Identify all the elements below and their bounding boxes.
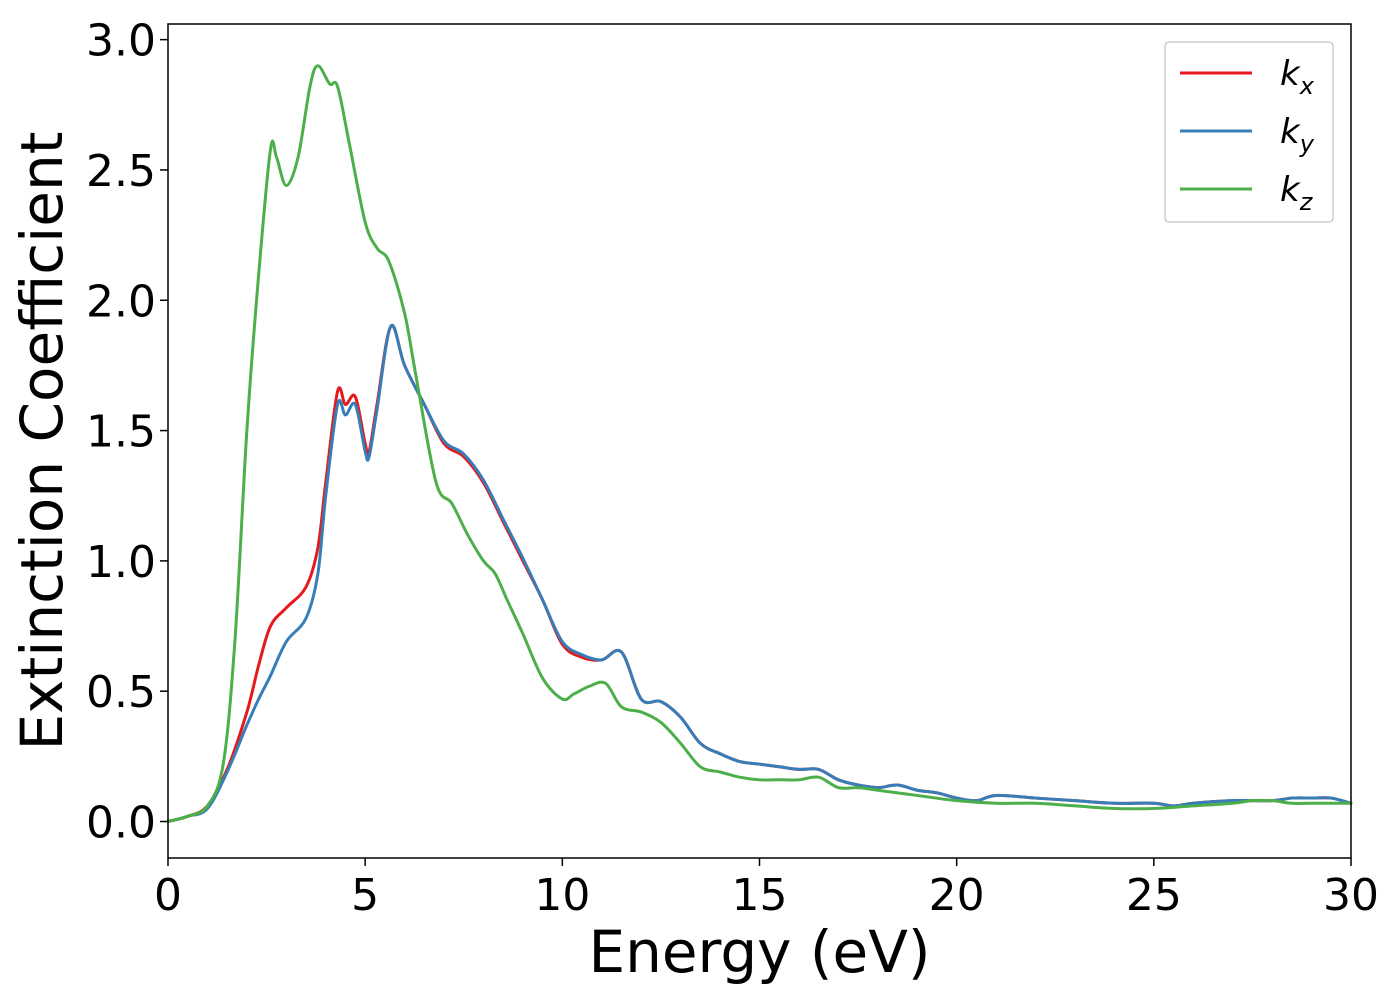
series-layer — [166, 64, 1353, 824]
legend-label-x: kx — [1280, 54, 1315, 100]
x-axis-ticks: 0 5 10 15 20 25 30 — [154, 858, 1379, 921]
legend-label-subscript: z — [1299, 188, 1314, 216]
y-tick-label: 0.5 — [86, 667, 156, 718]
y-tick-label: 0.0 — [86, 798, 156, 849]
legend-label-base: k — [1280, 54, 1301, 94]
x-tick-label: 20 — [929, 870, 985, 921]
y-axis-ticks: 0.0 0.5 1.0 1.5 2.0 2.5 3.0 — [86, 16, 168, 849]
legend-label-base: k — [1280, 170, 1301, 210]
y-tick-label: 2.5 — [86, 146, 156, 197]
y-tick-label: 1.5 — [86, 407, 156, 458]
x-tick-label: 10 — [534, 870, 590, 921]
legend-label-y: ky — [1280, 112, 1315, 158]
legend-label-subscript: x — [1299, 72, 1315, 100]
y-tick-label: 1.0 — [86, 537, 156, 588]
y-axis-label: Extinction Coefficient — [8, 132, 76, 751]
legend-label-base: k — [1280, 112, 1301, 152]
y-tick-label: 3.0 — [86, 16, 156, 67]
legend-label-subscript: y — [1299, 130, 1315, 158]
series-line-y — [166, 323, 1353, 824]
x-tick-label: 0 — [154, 870, 182, 921]
x-tick-label: 15 — [732, 870, 788, 921]
x-tick-label: 30 — [1323, 870, 1379, 921]
y-tick-label: 2.0 — [86, 276, 156, 327]
x-tick-label: 25 — [1126, 870, 1182, 921]
x-tick-label: 5 — [351, 870, 379, 921]
x-axis-label: Energy (eV) — [588, 918, 930, 986]
legend-label-z: kz — [1280, 170, 1314, 216]
series-line-z — [166, 64, 1353, 824]
